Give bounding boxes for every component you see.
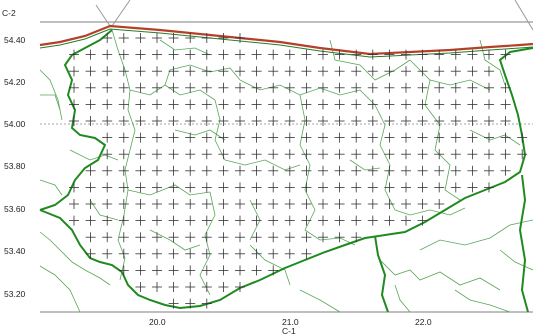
x-tick-label: 21.0	[282, 317, 299, 327]
y-axis: C-2 54.40 54.20 54.00 53.80 53.60 53.40 …	[2, 8, 26, 299]
y-tick-label: 54.00	[4, 119, 26, 129]
coastline	[39, 24, 533, 56]
y-tick-label: 53.20	[4, 289, 26, 299]
y-tick-label: 53.80	[4, 161, 26, 171]
region-boundary-south	[374, 235, 389, 313]
x-tick-label: 22.0	[415, 317, 432, 327]
y-tick-label: 53.40	[4, 246, 26, 256]
region-boundary-east	[518, 174, 529, 313]
grid-crosses	[69, 33, 528, 309]
x-tick-label: 20.0	[149, 317, 166, 327]
map-frame	[40, 21, 533, 313]
y-tick-label: 54.20	[4, 77, 26, 87]
y-tick-label: 53.60	[4, 204, 26, 214]
x-axis: 20.0 21.0 22.0 C-1	[149, 317, 432, 334]
region-boundary	[39, 29, 533, 310]
projection-lines	[95, 0, 533, 31]
coastline-shadow	[39, 28, 533, 58]
y-tick-label: 54.40	[4, 35, 26, 45]
y-axis-title: C-2	[2, 8, 16, 18]
inner-district-borders	[69, 29, 521, 296]
x-axis-title: C-1	[282, 326, 296, 334]
outer-district-borders	[39, 69, 533, 313]
